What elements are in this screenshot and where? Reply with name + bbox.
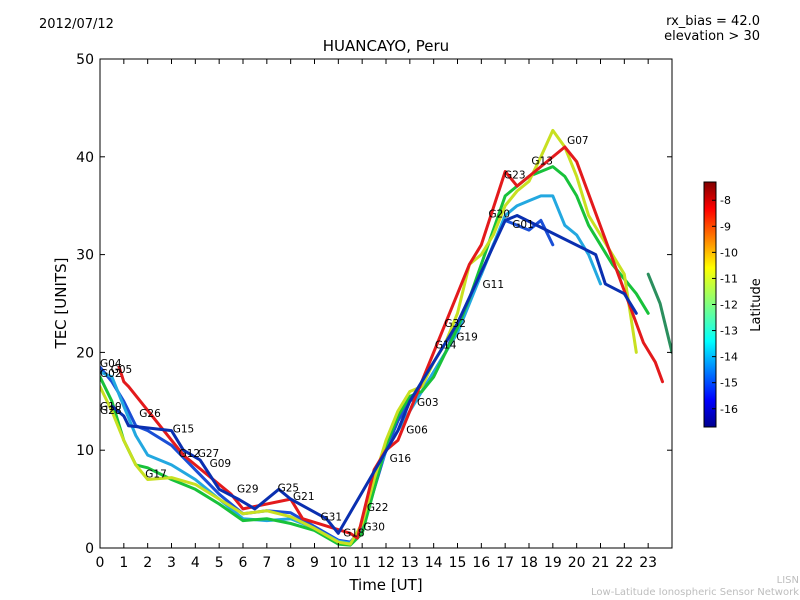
x-tick-label: 7: [262, 555, 271, 571]
series-line-2: [100, 194, 602, 545]
x-tick-label: 11: [353, 555, 371, 571]
x-tick-label: 18: [520, 555, 538, 571]
y-axis-title: TEC [UNITS]: [52, 258, 70, 350]
satellite-label-g09: G09: [210, 458, 232, 470]
x-tick-label: 5: [215, 555, 224, 571]
satellite-label-g04: G04: [100, 358, 122, 370]
x-tick-label: 17: [496, 555, 514, 571]
footer-lisn: LISN: [776, 575, 799, 586]
satellite-label-g19: G19: [456, 332, 478, 344]
y-tick-label: 10: [76, 443, 94, 459]
x-tick-label: 6: [239, 555, 248, 571]
satellite-label-g12: G12: [179, 448, 201, 460]
x-tick-label: 23: [639, 555, 657, 571]
satellite-label-g03: G03: [417, 397, 439, 409]
satellite-label-g27: G27: [198, 448, 220, 460]
colorbar-tick-label: -16: [720, 403, 738, 416]
colorbar-tick-label: -10: [720, 246, 738, 259]
satellite-label-g23: G23: [504, 169, 526, 181]
series-line-6: [110, 214, 638, 535]
satellite-label-g14: G14: [435, 340, 457, 352]
satellite-label-g11: G11: [483, 279, 505, 291]
colorbar-tick-label: -15: [720, 377, 738, 390]
series-line-3: [100, 165, 650, 547]
colorbar-tick-label: -12: [720, 299, 738, 312]
satellite-label-g07: G07: [567, 135, 589, 147]
y-tick-label: 30: [76, 248, 94, 264]
x-tick-label: 19: [544, 555, 562, 571]
satellite-label-g28: G28: [100, 405, 122, 417]
rx-bias-label: rx_bias = 42.0: [666, 14, 760, 29]
satellite-label-g01: G01: [512, 219, 534, 231]
x-tick-label: 8: [286, 555, 295, 571]
satellite-label-g32: G32: [444, 318, 466, 330]
colorbar-tick-label: -14: [720, 351, 738, 364]
satellite-label-g15: G15: [173, 424, 195, 436]
y-tick-label: 40: [76, 150, 94, 166]
x-axis-title: Time [UT]: [348, 576, 422, 594]
elevation-label: elevation > 30: [664, 29, 760, 44]
x-tick-label: 9: [310, 555, 319, 571]
satellite-label-g30: G30: [363, 521, 385, 533]
y-tick-label: 20: [76, 345, 94, 361]
colorbar-tick-label: -11: [720, 272, 738, 285]
y-tick-label: 0: [85, 541, 94, 557]
x-tick-label: 3: [167, 555, 176, 571]
satellite-label-g31: G31: [321, 512, 343, 524]
colorbar-tick-label: -8: [720, 194, 731, 207]
colorbar-tick-label: -9: [720, 220, 731, 233]
satellite-label-g05: G05: [111, 364, 133, 376]
satellite-label-g26: G26: [139, 408, 161, 420]
satellite-label-g16: G16: [390, 453, 412, 465]
satellite-label-g25: G25: [278, 482, 300, 494]
colorbar-title: Latitude: [749, 278, 764, 332]
satellite-label-g17: G17: [145, 469, 167, 481]
satellite-label-g06: G06: [406, 425, 428, 437]
x-tick-label: 14: [425, 555, 443, 571]
satellite-label-g13: G13: [531, 156, 553, 168]
x-tick-label: 15: [449, 555, 467, 571]
satellite-label-g29: G29: [237, 483, 259, 495]
chart-title: HUANCAYO, Peru: [322, 37, 450, 55]
y-tick-label: 50: [76, 52, 94, 68]
x-tick-label: 1: [119, 555, 128, 571]
colorbar-tick-label: -13: [720, 325, 738, 338]
satellite-label-g18: G18: [343, 527, 365, 539]
x-tick-label: 13: [401, 555, 419, 571]
satellite-label-g02: G02: [100, 368, 122, 380]
x-tick-label: 2: [143, 555, 152, 571]
x-tick-label: 22: [615, 555, 633, 571]
x-tick-label: 21: [592, 555, 610, 571]
x-tick-label: 20: [568, 555, 586, 571]
satellite-label-g21: G21: [293, 491, 315, 503]
x-tick-label: 4: [191, 555, 200, 571]
satellite-label-g10: G10: [100, 401, 122, 413]
series-line-7: [646, 272, 672, 354]
date-label: 2012/07/12: [39, 17, 114, 32]
satellite-label-g20: G20: [489, 208, 511, 220]
footer-network: Low-Latitude Ionospheric Sensor Network: [591, 587, 799, 598]
x-tick-label: 16: [472, 555, 490, 571]
x-tick-label: 10: [329, 555, 347, 571]
satellite-label-g22: G22: [367, 502, 389, 514]
x-tick-label: 0: [96, 555, 105, 571]
x-tick-label: 12: [377, 555, 395, 571]
